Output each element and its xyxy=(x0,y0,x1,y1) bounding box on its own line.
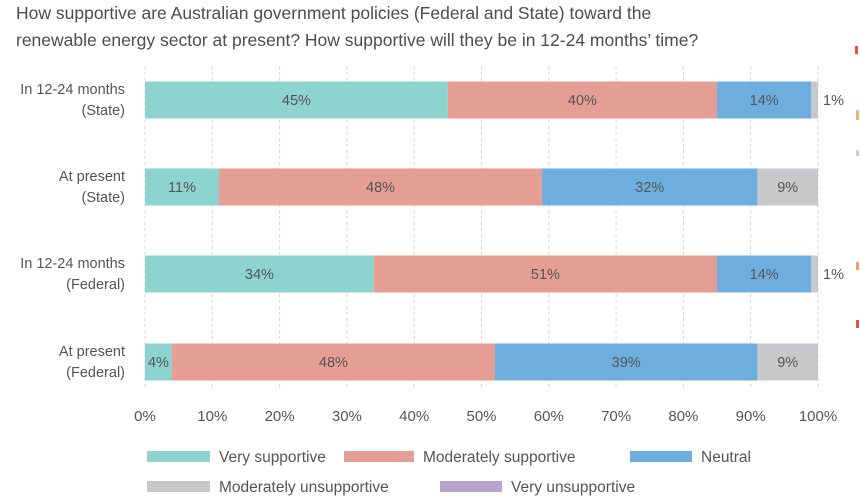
bar-segment xyxy=(219,168,543,206)
category-label: (State) xyxy=(81,103,125,119)
bar-segment xyxy=(373,255,718,293)
data-label: 48% xyxy=(366,180,395,196)
x-tick-label: 100% xyxy=(799,408,837,425)
chart-title-line-2: renewable energy sector at present? How … xyxy=(16,30,699,50)
x-tick-label: 90% xyxy=(736,408,766,425)
x-tick-label: 40% xyxy=(399,408,429,425)
data-label: 9% xyxy=(777,355,798,371)
category-label: (Federal) xyxy=(66,277,125,293)
data-label: 11% xyxy=(168,180,196,196)
bar-segment xyxy=(811,255,818,293)
bar-segment xyxy=(717,255,812,293)
edge-fragment-4 xyxy=(856,262,859,270)
x-tick-label: 70% xyxy=(601,408,631,425)
x-tick-label: 60% xyxy=(534,408,564,425)
data-label: 51% xyxy=(531,267,560,283)
data-label: 32% xyxy=(635,180,664,196)
bar-segment xyxy=(757,168,818,206)
bar-segment xyxy=(145,343,172,381)
legend-label: Very unsupportive xyxy=(511,479,635,496)
legend-swatch xyxy=(147,451,210,462)
data-label: 39% xyxy=(612,355,641,371)
x-tick-label: 0% xyxy=(134,408,156,425)
edge-fragment-1 xyxy=(855,46,858,54)
legend-swatch xyxy=(440,481,502,492)
data-label: 1% xyxy=(823,93,844,109)
bar-segment xyxy=(145,81,448,119)
data-label: 14% xyxy=(750,267,779,283)
bar-segment xyxy=(717,81,812,119)
bar-segment xyxy=(494,343,758,381)
category-label: (Federal) xyxy=(66,365,125,381)
data-label: 1% xyxy=(823,267,844,283)
data-label: 9% xyxy=(777,180,798,196)
legend-swatch xyxy=(147,481,210,492)
category-label: At present xyxy=(59,169,125,185)
bar-segment xyxy=(145,255,374,293)
edge-fragment-2 xyxy=(856,110,859,120)
data-label: 14% xyxy=(750,93,779,109)
category-label: At present xyxy=(59,344,125,360)
category-label: In 12-24 months xyxy=(20,82,125,98)
legend-label: Moderately unsupportive xyxy=(219,479,389,496)
bar-segment xyxy=(542,168,758,206)
edge-fragment-3 xyxy=(856,150,859,156)
data-label: 4% xyxy=(148,355,169,371)
bar-segment xyxy=(171,343,495,381)
bar-segment xyxy=(757,343,818,381)
data-label: 40% xyxy=(568,93,597,109)
bar-segment xyxy=(447,81,718,119)
category-label: In 12-24 months xyxy=(20,256,125,272)
legend-label: Moderately supportive xyxy=(423,449,576,466)
edge-fragment-5 xyxy=(856,320,859,328)
bar-segment xyxy=(145,168,220,206)
chart-title-line-1: How supportive are Australian government… xyxy=(16,3,652,23)
chart-title: How supportive are Australian government… xyxy=(16,0,846,54)
data-label: 48% xyxy=(319,355,348,371)
x-tick-label: 20% xyxy=(265,408,295,425)
x-tick-label: 80% xyxy=(668,408,698,425)
x-tick-label: 30% xyxy=(332,408,362,425)
x-tick-label: 50% xyxy=(466,408,496,425)
category-label: (State) xyxy=(81,190,125,206)
legend-label: Very supportive xyxy=(219,449,326,466)
legend-swatch xyxy=(344,451,414,462)
data-label: 34% xyxy=(245,267,274,283)
data-label: 45% xyxy=(282,93,311,109)
bar-segment xyxy=(811,81,818,119)
legend-swatch xyxy=(630,451,692,462)
x-tick-label: 10% xyxy=(197,408,227,425)
legend-label: Neutral xyxy=(701,449,751,466)
